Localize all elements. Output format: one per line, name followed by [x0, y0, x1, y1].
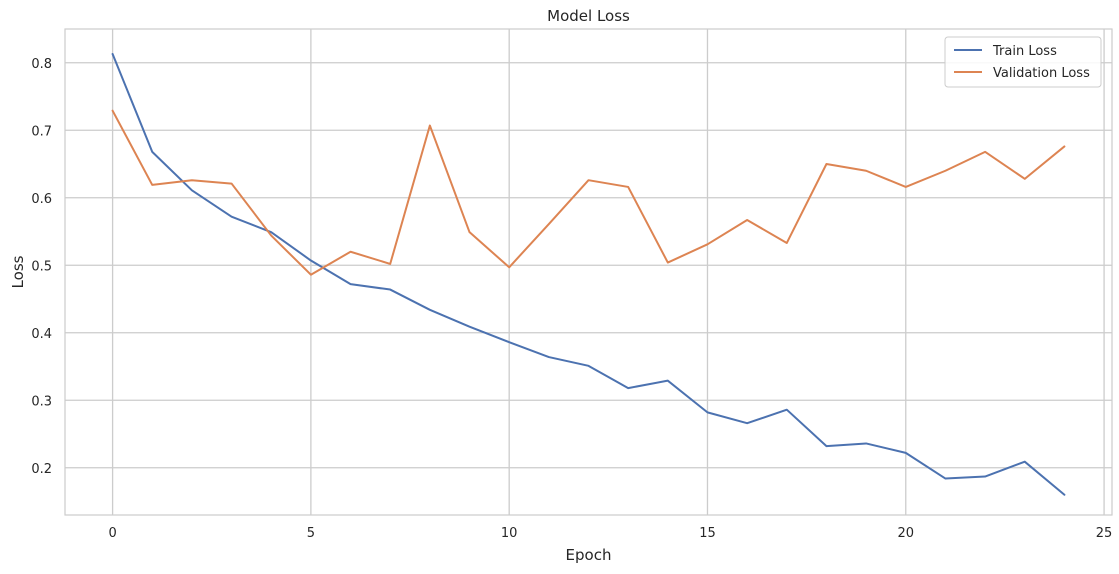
y-axis-label: Loss [9, 255, 27, 288]
y-tick-label: 0.3 [31, 394, 52, 409]
series-line-0 [111, 52, 1066, 496]
x-tick-label: 5 [307, 526, 315, 541]
series-lines [111, 52, 1066, 496]
y-tick-labels: 0.2 0.3 0.4 0.5 0.6 0.7 0.8 [31, 57, 52, 477]
legend-box [944, 36, 1102, 88]
x-axis-label: Epoch [566, 546, 612, 564]
x-tick-label: 10 [501, 526, 518, 541]
y-tick-label: 0.7 [31, 124, 52, 139]
y-tick-label: 0.6 [31, 192, 52, 207]
series-line-1 [111, 109, 1066, 276]
x-tick-label: 0 [108, 526, 116, 541]
y-tick-label: 0.8 [31, 57, 52, 72]
x-tick-label: 20 [897, 526, 914, 541]
x-tick-label: 15 [699, 526, 716, 541]
y-tick-label: 0.4 [31, 327, 52, 342]
grid [65, 29, 1112, 515]
y-tick-label: 0.5 [31, 259, 52, 274]
legend: Train Loss Validation Loss [944, 36, 1102, 88]
x-tick-labels: 0 5 10 15 20 25 [108, 526, 1112, 541]
plot-frame [64, 28, 1113, 516]
y-tick-label: 0.2 [31, 462, 52, 477]
chart-title: Model Loss [547, 7, 630, 25]
legend-label-1: Validation Loss [993, 66, 1090, 81]
legend-label-0: Train Loss [992, 44, 1057, 59]
x-tick-label: 25 [1096, 526, 1113, 541]
